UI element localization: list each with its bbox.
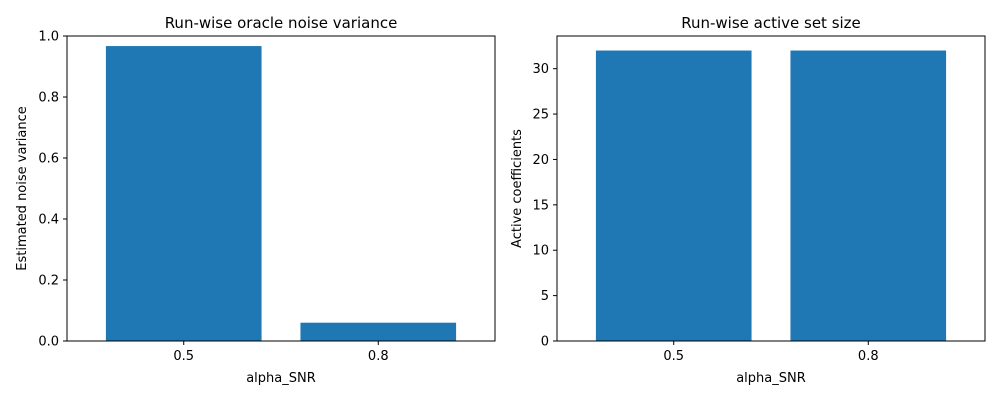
x-tick-label: 0.8 bbox=[368, 349, 389, 364]
y-tick-label: 10 bbox=[532, 244, 549, 259]
axes-frame bbox=[556, 35, 986, 342]
y-tick-label: 0.8 bbox=[38, 91, 59, 106]
x-axis-label: alpha_SNR bbox=[246, 371, 316, 386]
bar-0.8 bbox=[790, 50, 947, 342]
bar-0.5 bbox=[595, 50, 752, 342]
y-tick-label: 5 bbox=[541, 289, 549, 304]
axes-frame bbox=[66, 35, 496, 342]
chart-title: Run-wise active set size bbox=[681, 14, 861, 32]
y-tick-label: 30 bbox=[532, 62, 549, 77]
chart-title: Run-wise oracle noise variance bbox=[165, 14, 398, 32]
x-tick-label: 0.5 bbox=[173, 349, 194, 364]
y-tick-label: 15 bbox=[532, 198, 549, 213]
y-tick-label: 0.6 bbox=[38, 152, 59, 167]
y-tick-label: 0.4 bbox=[38, 213, 59, 228]
bar-0.5 bbox=[105, 46, 262, 341]
x-axis-label: alpha_SNR bbox=[736, 371, 806, 386]
y-tick-label: 0.0 bbox=[38, 335, 59, 350]
chart-2: 0.5 0.8 0 5 10 15 20 25 30 Run-wise active set si… bbox=[510, 14, 986, 386]
chart-1: 0.5 0.8 0.0 0.2 0.4 0.6 0.8 1.0 Run-wise oracle … bbox=[15, 14, 496, 386]
bar-0.8 bbox=[300, 322, 457, 341]
y-tick-label: 1.0 bbox=[38, 30, 59, 45]
y-tick-label: 20 bbox=[532, 153, 549, 168]
x-tick-label: 0.8 bbox=[858, 349, 879, 364]
y-axis-label: Active coefficients bbox=[510, 129, 525, 248]
y-tick-label: 25 bbox=[532, 108, 549, 123]
x-tick-label: 0.5 bbox=[663, 349, 684, 364]
y-tick-label: 0 bbox=[541, 335, 549, 350]
y-tick-label: 0.2 bbox=[38, 274, 59, 289]
y-axis-label: Estimated noise variance bbox=[15, 106, 30, 270]
